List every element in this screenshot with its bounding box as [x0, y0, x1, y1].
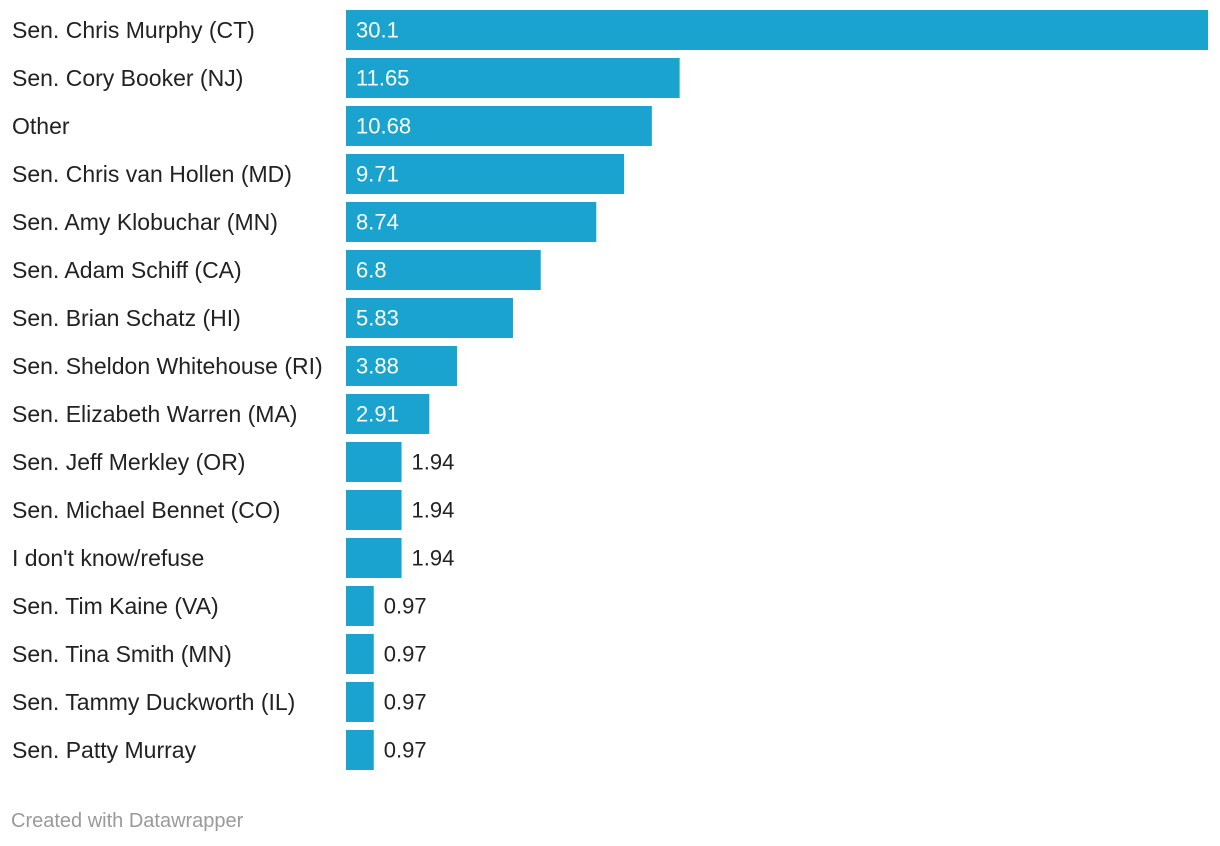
category-label: Sen. Tammy Duckworth (IL)	[12, 689, 295, 715]
bar	[346, 586, 374, 626]
category-label: Sen. Tina Smith (MN)	[12, 641, 232, 667]
value-label: 1.94	[412, 498, 455, 523]
category-label: Sen. Tim Kaine (VA)	[12, 593, 219, 619]
value-label: 0.97	[384, 690, 427, 715]
category-label: Sen. Amy Klobuchar (MN)	[12, 209, 278, 235]
category-label: I don't know/refuse	[12, 545, 204, 571]
category-label: Other	[12, 113, 70, 139]
category-label: Sen. Adam Schiff (CA)	[12, 257, 242, 283]
bar	[346, 538, 402, 578]
value-label: 2.91	[356, 402, 399, 427]
bar	[346, 634, 374, 674]
bar	[346, 442, 402, 482]
category-label: Sen. Jeff Merkley (OR)	[12, 449, 245, 475]
bars	[346, 10, 1208, 770]
bar	[346, 490, 402, 530]
category-label: Sen. Chris van Hollen (MD)	[12, 161, 292, 187]
category-label: Sen. Brian Schatz (HI)	[12, 305, 241, 331]
category-label: Sen. Patty Murray	[12, 737, 197, 763]
value-label: 10.68	[356, 114, 411, 139]
value-label: 0.97	[384, 594, 427, 619]
category-label: Sen. Chris Murphy (CT)	[12, 17, 255, 43]
category-label: Sen. Michael Bennet (CO)	[12, 497, 280, 523]
bar	[346, 730, 374, 770]
bar	[346, 10, 1208, 50]
value-label: 8.74	[356, 210, 399, 235]
value-label: 3.88	[356, 354, 399, 379]
value-label: 0.97	[384, 642, 427, 667]
category-labels: Sen. Chris Murphy (CT) Sen. Cory Booker (…	[12, 17, 323, 763]
value-label: 1.94	[412, 450, 455, 475]
bar-chart: Sen. Chris Murphy (CT) Sen. Cory Booker (…	[0, 0, 1220, 790]
value-label: 6.8	[356, 258, 387, 283]
value-label: 1.94	[412, 546, 455, 571]
category-label: Sen. Cory Booker (NJ)	[12, 65, 243, 91]
value-label: 0.97	[384, 738, 427, 763]
category-label: Sen. Elizabeth Warren (MA)	[12, 401, 297, 427]
bar	[346, 682, 374, 722]
value-label: 30.1	[356, 18, 399, 43]
value-label: 5.83	[356, 306, 399, 331]
value-label: 11.65	[356, 66, 409, 91]
value-label: 9.71	[356, 162, 399, 187]
datawrapper-credit: Created with Datawrapper	[11, 810, 243, 833]
category-label: Sen. Sheldon Whitehouse (RI)	[12, 353, 323, 379]
